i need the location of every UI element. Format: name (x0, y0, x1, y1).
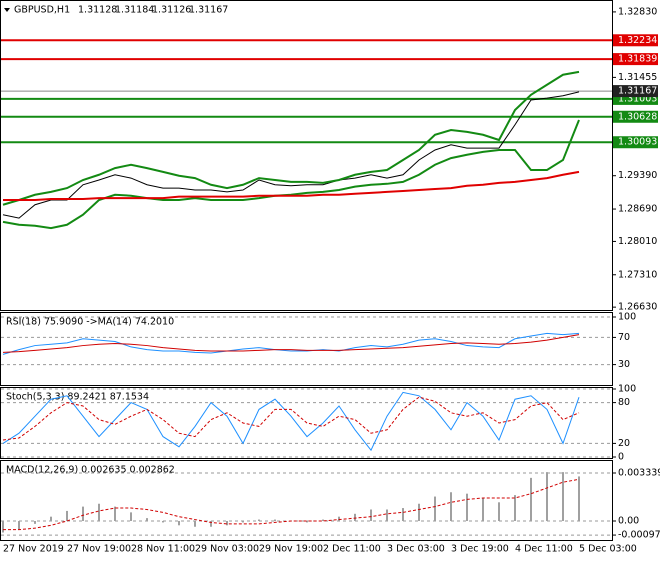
macd-bar (130, 512, 132, 521)
macd-bar (578, 476, 580, 521)
macd-bar (226, 520, 228, 526)
series-line (2, 391, 580, 452)
level-label: 1.31839 (618, 54, 657, 65)
y-tick-label: 70 (618, 332, 630, 343)
series-line (2, 332, 580, 355)
macd-bar (402, 508, 404, 521)
signal-line (3, 478, 580, 531)
macd-bar (498, 502, 500, 521)
macd-bar (418, 503, 420, 521)
macd-bar (2, 520, 4, 533)
x-tick-label: 4 Dec 11:00 (515, 544, 573, 555)
series-line (2, 396, 580, 441)
level-label: 1.32234 (618, 35, 657, 46)
macd-bar (178, 520, 180, 526)
x-tick-label: 29 Nov 03:00 (195, 544, 259, 555)
level-label: 1.30093 (618, 137, 657, 148)
macd-bar (530, 477, 532, 521)
level-box (613, 34, 658, 47)
macd-bar (210, 520, 212, 527)
x-tick-label: 27 Nov 19:00 (67, 544, 131, 555)
current-price-box (613, 85, 658, 98)
x-tick-label: 28 Nov 11:00 (131, 544, 195, 555)
x-tick-label: 5 Dec 03:00 (579, 544, 637, 555)
series-line (2, 91, 580, 219)
level-label: 1.31003 (618, 93, 657, 104)
macd-bar (354, 513, 356, 521)
level-box (613, 53, 658, 66)
y-tick-label: 1.28010 (618, 236, 657, 247)
y-tick-label: 1.26630 (618, 302, 657, 313)
y-tick-label: 20 (618, 438, 630, 449)
macd-bar (66, 510, 68, 521)
macd-bar (274, 519, 276, 521)
x-tick-label: 3 Dec 03:00 (387, 544, 445, 555)
macd-bar (242, 520, 244, 523)
y-tick-label: 0.003339 (618, 467, 660, 478)
macd-bar (450, 492, 452, 521)
panel-frame (0, 0, 613, 311)
y-tick-label: 1.32830 (618, 6, 657, 17)
macd-bar (162, 520, 164, 523)
level-box (613, 110, 658, 123)
macd-bar (434, 496, 436, 521)
close: 1.31167 (189, 5, 228, 16)
y-tick-label: 100 (618, 384, 636, 395)
macd-bar (146, 518, 148, 521)
series-line (3, 170, 580, 201)
macd-bar (546, 472, 548, 521)
macd-bar (114, 506, 116, 521)
y-tick-label: -0.000979 (618, 530, 660, 541)
macd-bar (194, 520, 196, 527)
macd-bar (18, 520, 20, 530)
panel-frame (0, 312, 613, 386)
series-line (2, 334, 580, 353)
macd-bar (50, 516, 52, 521)
level-box (613, 136, 658, 149)
x-tick-label: 3 Dec 19:00 (451, 544, 509, 555)
panel-frame (0, 460, 613, 541)
macd-bar (370, 509, 372, 521)
y-tick-label: 0 (618, 452, 624, 463)
macd-bar (82, 506, 84, 521)
current-price-label: 1.31167 (618, 86, 657, 97)
macd-bar (258, 519, 260, 521)
macd-bar (482, 497, 484, 521)
panel-frame (0, 387, 613, 459)
collapse-arrow (4, 8, 10, 12)
macd-bar (386, 509, 388, 521)
macd-bar (98, 503, 100, 521)
y-tick-label: 1.27310 (618, 269, 657, 280)
y-tick-label: 1.28690 (618, 204, 657, 215)
open: 1.31128 (78, 5, 117, 16)
macd-bar (562, 472, 564, 521)
macd-bar (466, 493, 468, 521)
y-tick-label: 1.31455 (618, 72, 657, 83)
y-tick-label: 100 (618, 312, 636, 323)
y-tick-label: 80 (618, 397, 630, 408)
y-tick-label: 30 (618, 359, 630, 370)
x-tick-label: 29 Nov 19:00 (259, 544, 323, 555)
panel-title: Stoch(5,3,3) 89.2421 87.1534 (6, 392, 149, 403)
macd-bar (34, 520, 36, 524)
macd-bar (322, 519, 324, 521)
macd-bar (338, 516, 340, 521)
x-tick-label: 27 Nov 2019 (3, 544, 64, 555)
panel-title: RSI(18) 75.9090 ->MA(14) 74.2010 (6, 317, 174, 328)
y-tick-label: 1.29390 (618, 170, 657, 181)
symbol: GBPUSD,H1 (14, 5, 70, 16)
low: 1.31126 (152, 5, 191, 16)
x-tick-label: 2 Dec 11:00 (323, 544, 381, 555)
y-tick-label: 0.00 (618, 515, 639, 526)
high: 1.31184 (115, 5, 154, 16)
level-label: 1.30628 (618, 111, 657, 122)
series-line (2, 70, 580, 206)
panel-title: MACD(12,26,9) 0.002635 0.002862 (6, 465, 175, 476)
macd-bar (514, 495, 516, 521)
macd-bar (306, 520, 308, 523)
